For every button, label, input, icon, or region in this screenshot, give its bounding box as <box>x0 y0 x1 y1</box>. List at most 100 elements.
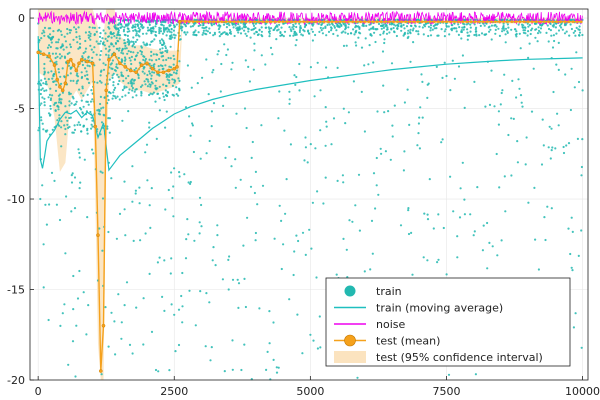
train-point <box>223 43 226 46</box>
train-point <box>98 113 102 116</box>
train-point <box>547 40 550 43</box>
train-point <box>47 35 50 38</box>
train-point <box>231 278 235 281</box>
train-point <box>123 56 127 59</box>
train-point <box>288 98 291 101</box>
train-point <box>488 241 491 244</box>
train-point <box>304 136 307 139</box>
train-point <box>49 87 52 90</box>
train-point <box>199 24 202 27</box>
train-point <box>169 57 172 60</box>
train-point <box>40 88 43 91</box>
train-point <box>138 30 141 33</box>
legend-label: noise <box>376 318 405 331</box>
train-point <box>364 37 367 40</box>
train-point <box>70 181 74 184</box>
train-point <box>224 156 227 159</box>
train-point <box>301 231 305 234</box>
test-mean-marker <box>298 20 301 24</box>
train-point <box>122 79 125 82</box>
train-point <box>210 110 213 113</box>
train-point <box>383 41 386 45</box>
test-mean-marker <box>355 20 358 24</box>
train-point <box>78 187 81 190</box>
train-point <box>101 197 105 200</box>
train-point <box>85 100 88 103</box>
train-point <box>310 247 313 250</box>
train-point <box>478 34 481 37</box>
train-point <box>187 181 190 184</box>
train-point <box>162 83 165 86</box>
train-point <box>60 33 63 37</box>
train-point <box>127 82 130 85</box>
train-point <box>78 88 81 91</box>
train-point <box>407 232 411 236</box>
test-mean-marker <box>96 233 100 237</box>
train-point <box>48 203 51 206</box>
test-mean-marker <box>60 88 65 93</box>
test-mean-marker <box>36 50 41 55</box>
train-point <box>288 90 291 93</box>
train-point <box>485 22 488 25</box>
train-point <box>84 50 87 53</box>
train-point <box>121 25 124 28</box>
train-point <box>357 173 361 176</box>
test-mean-marker <box>281 20 285 24</box>
test-mean-marker <box>518 20 522 24</box>
train-point <box>190 86 193 89</box>
train-point <box>186 31 189 34</box>
train-point <box>108 78 111 81</box>
train-point <box>117 75 120 79</box>
train-point <box>540 163 544 166</box>
train-point <box>165 75 168 79</box>
train-point <box>372 172 376 175</box>
train-point <box>50 70 53 73</box>
train-point <box>69 79 72 82</box>
train-point <box>127 43 130 46</box>
train-point <box>164 126 167 129</box>
train-point <box>61 44 65 47</box>
train-point <box>248 80 251 83</box>
train-point <box>247 27 250 31</box>
train-point <box>458 26 461 29</box>
train-point <box>202 22 205 25</box>
train-point <box>104 306 107 309</box>
train-point <box>486 267 489 270</box>
test-mean-marker <box>306 20 309 24</box>
train-point <box>123 42 126 45</box>
train-point <box>57 108 60 111</box>
train-point <box>72 308 75 311</box>
test-mean-marker <box>273 20 277 24</box>
train-point <box>510 174 513 177</box>
train-point <box>524 32 527 35</box>
train-point <box>123 26 126 29</box>
test-mean-marker <box>453 20 456 24</box>
train-point <box>420 73 423 76</box>
train-point <box>171 36 174 39</box>
train-point <box>385 28 389 31</box>
train-point <box>418 116 421 119</box>
train-point <box>100 121 104 124</box>
train-point <box>554 147 557 150</box>
train-point <box>96 81 99 84</box>
train-point <box>347 23 350 26</box>
train-point <box>260 54 263 57</box>
train-point <box>78 151 81 155</box>
train-point <box>159 30 163 33</box>
train-point <box>534 28 537 31</box>
train-point <box>130 55 133 59</box>
train-point <box>426 218 430 221</box>
train-point <box>375 184 378 187</box>
train-point <box>161 64 164 68</box>
train-point <box>104 63 107 66</box>
train-point <box>223 31 226 34</box>
train-point <box>150 330 154 333</box>
train-point <box>504 27 508 30</box>
train-point <box>148 70 151 73</box>
train-point <box>498 186 501 189</box>
train-point <box>65 46 68 49</box>
train-point <box>201 26 204 29</box>
train-point <box>131 78 134 81</box>
train-point <box>236 278 239 281</box>
train-point <box>89 110 92 114</box>
